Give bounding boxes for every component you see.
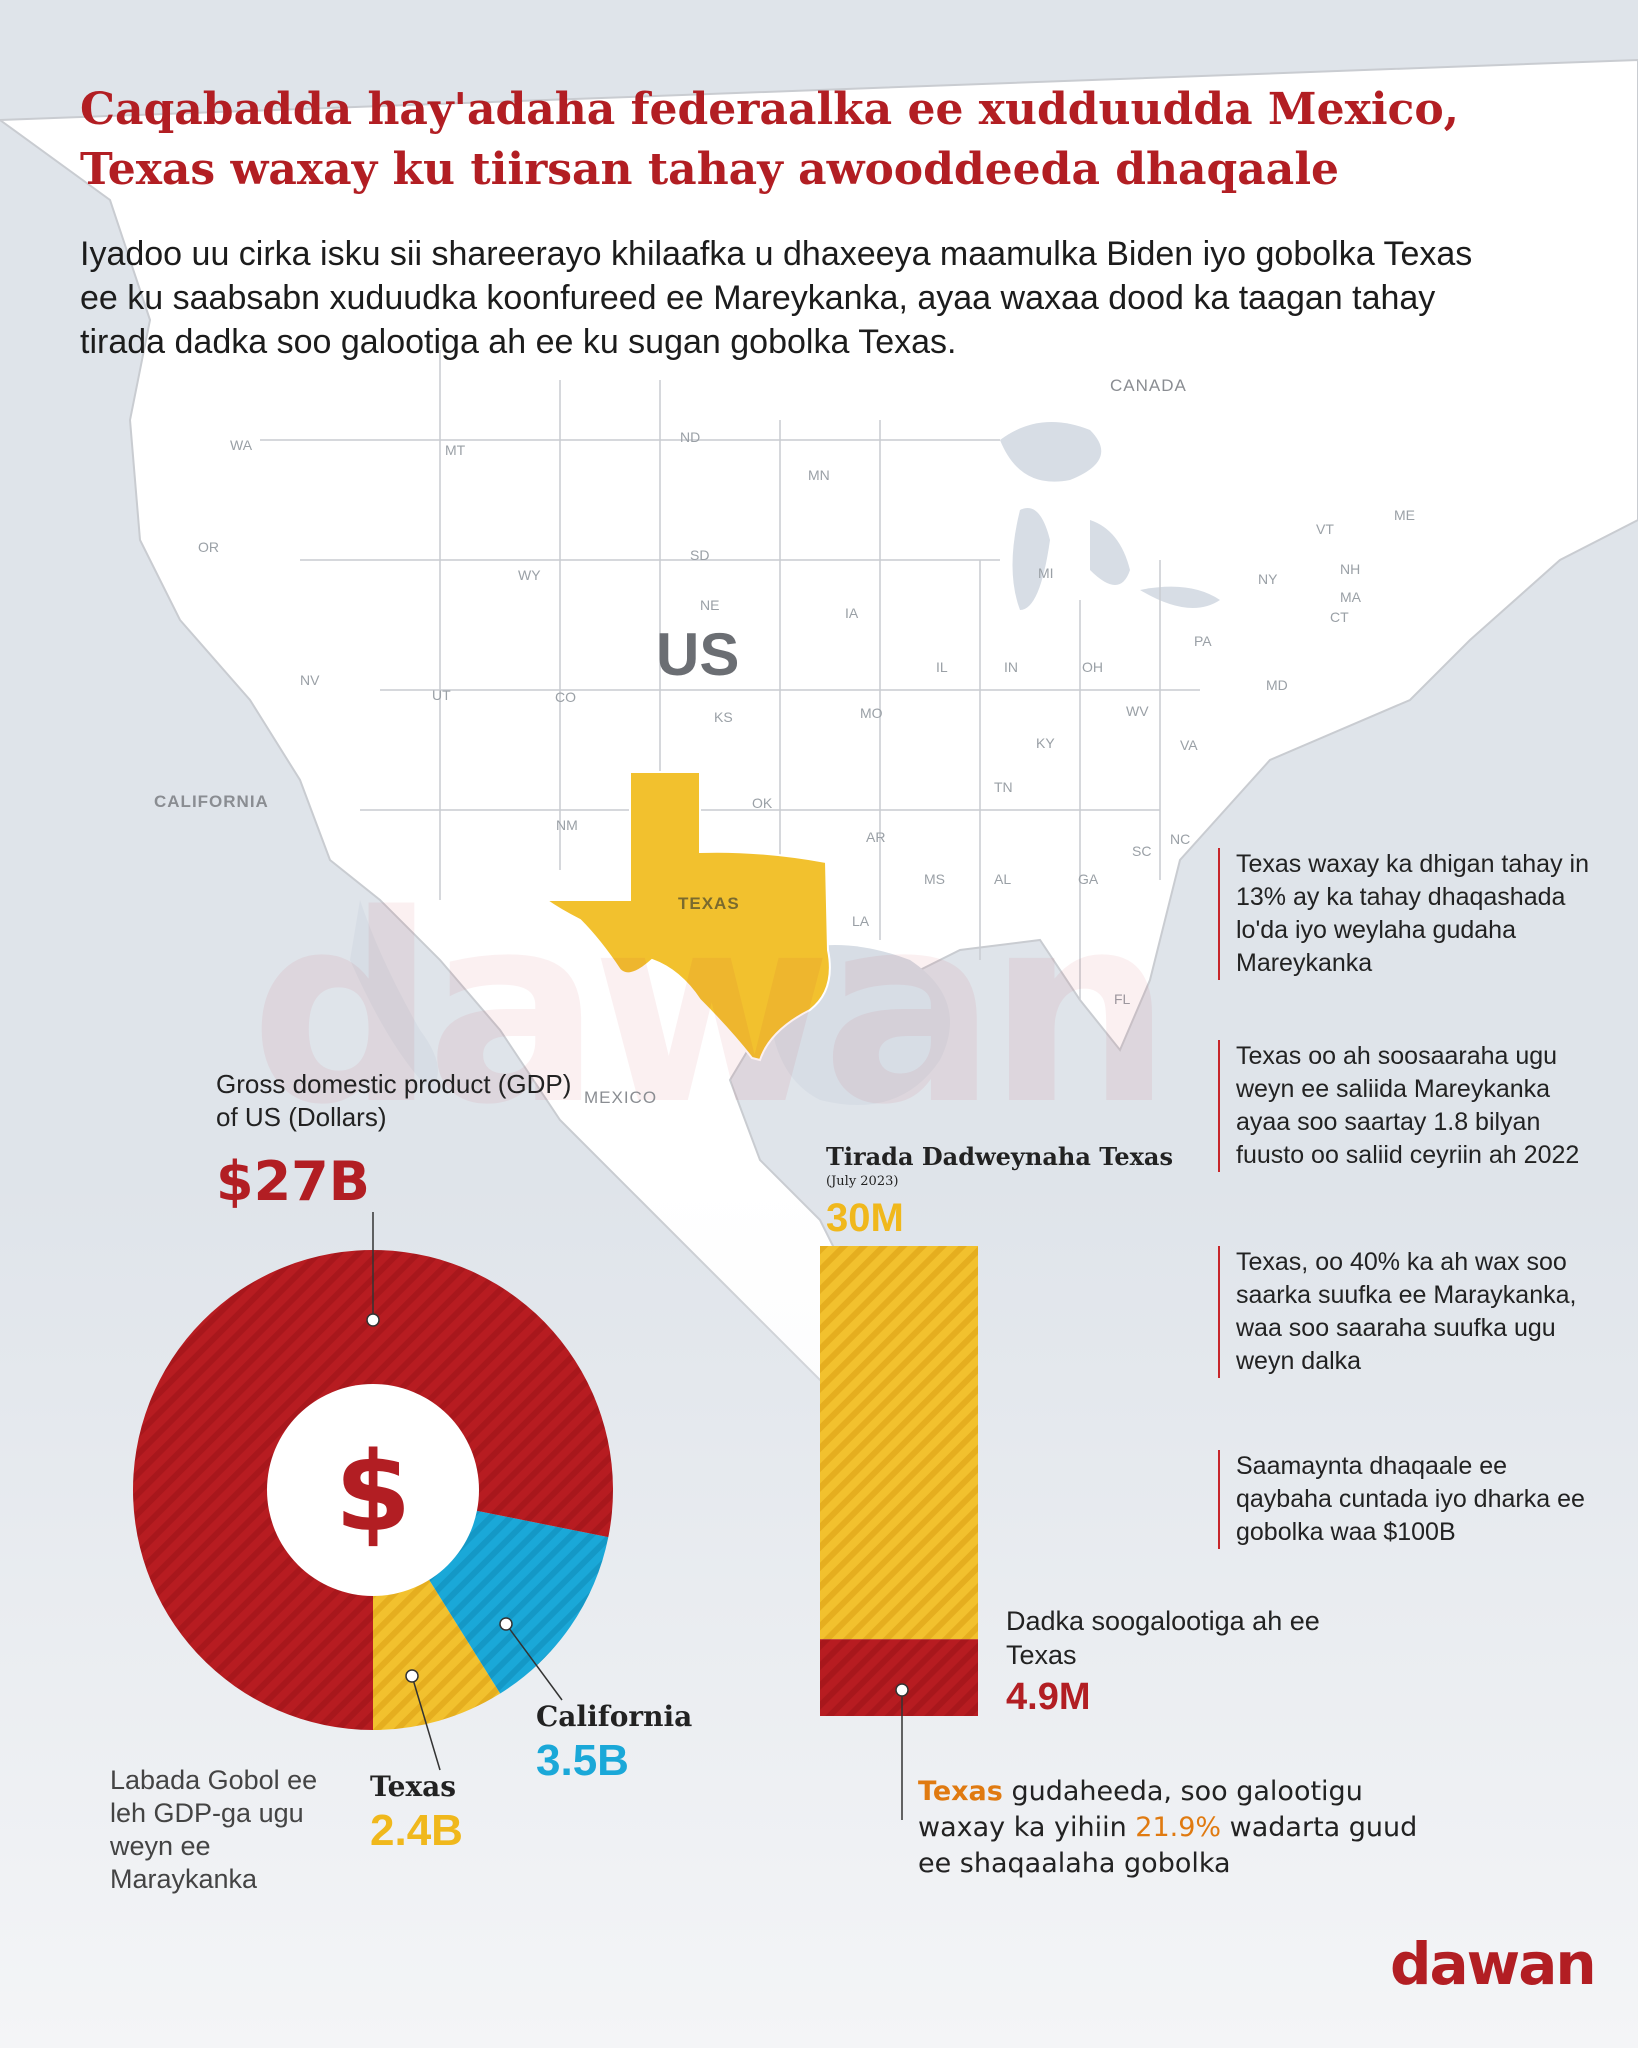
texas-gdp-value: 2.4B bbox=[370, 1806, 463, 1855]
footnote-text-2: wadarta guud ee shaqaalaha gobolka bbox=[918, 1812, 1418, 1879]
state-abbr-nv: NV bbox=[300, 672, 320, 688]
state-abbr-nh: NH bbox=[1340, 561, 1360, 577]
pie-caption: Labada Gobol ee leh GDP-ga ugu weyn ee M… bbox=[110, 1765, 318, 1894]
state-abbr-al: AL bbox=[994, 871, 1011, 887]
state-abbr-oh: OH bbox=[1082, 659, 1103, 675]
state-abbr-wa: WA bbox=[230, 437, 253, 453]
texas-label: TEXAS bbox=[678, 894, 740, 913]
state-abbr-vt: VT bbox=[1316, 521, 1334, 537]
state-abbr-ky: KY bbox=[1036, 735, 1055, 751]
state-abbr-ne: NE bbox=[700, 597, 719, 613]
state-abbr-mi: MI bbox=[1038, 565, 1054, 581]
state-abbr-ga: GA bbox=[1078, 871, 1099, 887]
state-abbr-mn: MN bbox=[808, 467, 830, 483]
population-subtitle: (July 2023) bbox=[826, 1174, 899, 1189]
footnote-text-1: gudaheeda, soo galootigu waxay ka yihiin bbox=[918, 1776, 1363, 1843]
state-abbr-ia: IA bbox=[845, 605, 859, 621]
us-country-label: US bbox=[656, 621, 740, 688]
immigrants-value: 4.9M bbox=[1006, 1676, 1091, 1718]
mexico-label: MEXICO bbox=[584, 1088, 658, 1107]
page-subtitle: Iyadoo uu cirka isku sii shareerayo khil… bbox=[80, 235, 1473, 361]
state-abbr-mt: MT bbox=[445, 442, 466, 458]
state-abbr-ks: KS bbox=[714, 709, 733, 725]
state-abbr-va: VA bbox=[1180, 737, 1198, 753]
state-abbr-il: IL bbox=[936, 659, 948, 675]
donut-center bbox=[267, 1384, 479, 1596]
immigrants-label: Dadka soogalootiga ah ee Texas bbox=[1006, 1606, 1320, 1670]
note-cattle: Texas waxay ka dhigan tahay in 13% ay ka… bbox=[1218, 848, 1596, 980]
state-abbr-ok: OK bbox=[752, 795, 773, 811]
workforce-footnote: Texas gudaheeda, soo galootigu waxay ka … bbox=[918, 1774, 1458, 1882]
state-abbr-wy: WY bbox=[518, 567, 541, 583]
state-abbr-ma: MA bbox=[1340, 589, 1362, 605]
california-gdp-value: 3.5B bbox=[536, 1736, 629, 1785]
state-abbr-ms: MS bbox=[924, 871, 945, 887]
footnote-percent: 21.9% bbox=[1135, 1812, 1222, 1843]
note-food-clothing: Saamaynta dhaqaale ee qaybaha cuntada iy… bbox=[1218, 1450, 1596, 1549]
page-title: Caqabadda hay'adaha federaalka ee xudduu… bbox=[80, 84, 1459, 195]
state-abbr-in: IN bbox=[1004, 659, 1018, 675]
state-abbr-tn: TN bbox=[994, 779, 1013, 795]
state-abbr-la: LA bbox=[852, 913, 870, 929]
state-abbr-sc: SC bbox=[1132, 843, 1151, 859]
texas-gdp-name: Texas bbox=[370, 1770, 457, 1803]
note-oil: Texas oo ah soosaaraha ugu weyn ee salii… bbox=[1218, 1040, 1596, 1172]
state-abbr-wv: WV bbox=[1126, 703, 1149, 719]
state-abbr-nm: NM bbox=[556, 817, 578, 833]
bar-segment-total-population bbox=[820, 1246, 978, 1640]
dawan-watermark: dawan bbox=[250, 860, 1172, 1162]
dawan-logo: dawan bbox=[1390, 1930, 1597, 1998]
gdp-label: Gross domestic product (GDP) of US (Doll… bbox=[216, 1069, 572, 1132]
state-abbr-nc: NC bbox=[1170, 831, 1190, 847]
gdp-donut-chart: $ bbox=[133, 1250, 613, 1730]
population-total: 30M bbox=[826, 1196, 904, 1240]
california-gdp-name: California bbox=[536, 1700, 693, 1733]
dollar-icon: $ bbox=[335, 1428, 412, 1556]
state-abbr-ny: NY bbox=[1258, 571, 1278, 587]
population-title: Tirada Dadweynaha Texas bbox=[826, 1142, 1173, 1171]
gdp-total: $27B bbox=[216, 1150, 370, 1213]
state-abbr-sd: SD bbox=[690, 547, 709, 563]
canada-label: CANADA bbox=[1110, 376, 1187, 395]
population-bar-chart bbox=[820, 1246, 978, 1716]
state-abbr-fl: FL bbox=[1114, 991, 1131, 1007]
state-abbreviations: WA MT ND MN OR WY SD NE IA NV UT CO KS MO IL IN OH KY WV VA… bbox=[198, 429, 1415, 1007]
state-abbr-co: CO bbox=[555, 689, 576, 705]
state-abbr-md: MD bbox=[1266, 677, 1288, 693]
footnote-texas: Texas bbox=[918, 1776, 1003, 1807]
state-abbr-ar: AR bbox=[866, 829, 885, 845]
state-abbr-pa: PA bbox=[1194, 633, 1212, 649]
state-abbr-nd: ND bbox=[680, 429, 700, 445]
state-abbr-ct: CT bbox=[1330, 609, 1349, 625]
bar-segment-immigrants bbox=[820, 1639, 978, 1716]
state-abbr-me: ME bbox=[1394, 507, 1415, 523]
state-abbr-mo: MO bbox=[860, 705, 883, 721]
note-cotton: Texas, oo 40% ka ah wax soo saarka suufk… bbox=[1218, 1246, 1596, 1378]
state-abbr-or: OR bbox=[198, 539, 219, 555]
state-abbr-ut: UT bbox=[432, 687, 451, 703]
california-label: CALIFORNIA bbox=[154, 792, 269, 811]
texas-shape bbox=[542, 771, 831, 1062]
